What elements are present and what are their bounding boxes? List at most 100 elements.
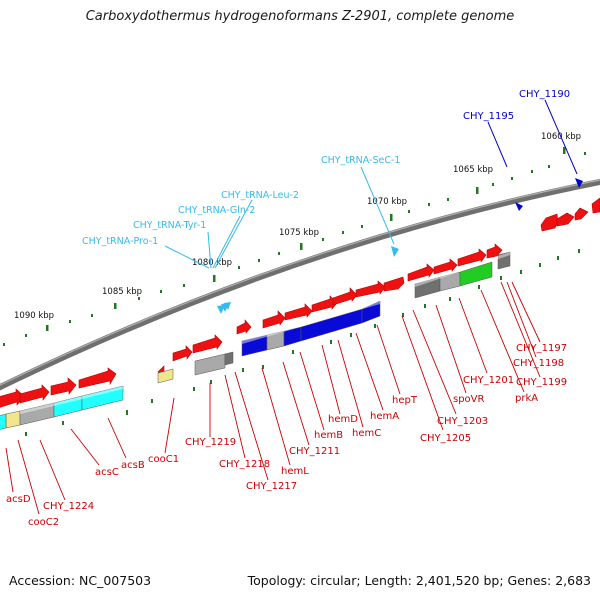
ruler-tick [46, 325, 49, 331]
gene-arrow [540, 213, 559, 232]
gene-arrow [433, 258, 458, 275]
ruler-dot [548, 165, 550, 168]
gene-label: CHY_1198 [513, 358, 564, 369]
gene-box-chy1197 [497, 251, 511, 270]
leader-spovr [435, 304, 467, 394]
gene-label: hemA [370, 411, 399, 422]
gene-label: hepT [392, 395, 418, 406]
gene-label: hemB [314, 430, 343, 441]
gene-highlight [20, 403, 54, 414]
ruler-dot [428, 203, 430, 206]
ruler-dot [160, 290, 162, 293]
gene-arrow [78, 367, 117, 389]
ruler-dot [91, 314, 93, 317]
inner-tick [210, 380, 212, 384]
gene-arrow [262, 310, 286, 329]
blue-marker [575, 178, 583, 188]
trna-label: CHY_tRNA-SeC-1 [321, 155, 400, 166]
leader-chy1199 [500, 281, 541, 378]
gene-label: CHY_1199 [516, 377, 567, 388]
gene-arrow [407, 263, 435, 282]
inner-tick [578, 249, 580, 253]
trna-marker-cluster [217, 302, 231, 314]
gene-label: hemL [281, 466, 309, 477]
gene-arrow [383, 276, 405, 292]
gene-box-prkA [459, 261, 493, 287]
gene-box-chy1219 [194, 353, 226, 376]
gene-box-hemC [361, 300, 381, 324]
ruler-dot [138, 297, 140, 300]
ruler-tick [114, 303, 117, 309]
ruler-dot [238, 266, 240, 269]
ruler-dot [278, 252, 280, 255]
leader-hemA [355, 332, 384, 411]
inner-tick [242, 368, 244, 372]
gene-label: CHY_1217 [246, 481, 297, 492]
leader-hemB [299, 351, 325, 431]
gene-label: hemC [352, 428, 381, 439]
leader-cooC2 [17, 439, 40, 515]
ruler-tick [390, 214, 393, 221]
inner-tick [25, 432, 27, 436]
gene-arrow [355, 280, 386, 298]
ruler-tick [563, 147, 566, 154]
ruler-dot [69, 320, 71, 323]
ruler-dot [447, 198, 449, 201]
inner-tick [374, 324, 376, 328]
gene-label: CHY_1211 [289, 446, 340, 457]
leader-chy1201 [458, 297, 488, 374]
inner-tick [557, 256, 559, 260]
gene-box-cooC1 [157, 368, 174, 384]
inner-tick [292, 350, 294, 354]
genome-backbone-highlight [0, 179, 600, 386]
trna-leader [360, 166, 395, 245]
inner-tick [62, 421, 64, 425]
leader-acsB [107, 417, 127, 459]
gene-label: CHY_1197 [516, 343, 567, 354]
ruler-dot [342, 231, 344, 234]
gene-highlight [415, 252, 510, 287]
gene-label: CHY_1218 [219, 459, 270, 470]
gene-label-chy1190: CHY_1190 [519, 89, 570, 100]
ruler-tick [213, 275, 216, 282]
gene-label: CHY_1219 [185, 437, 236, 448]
inner-tick [449, 297, 451, 301]
gene-label: hemD [328, 414, 358, 425]
leader-hept [376, 324, 401, 395]
gene-box-acsB [81, 385, 124, 411]
gene-arrow [332, 287, 358, 306]
gene-highlight [242, 301, 380, 344]
inner-tick [262, 365, 264, 369]
gene-label-chy1195: CHY_1195 [463, 111, 514, 122]
gene-box [224, 351, 234, 366]
ruler-label: 1080 kbp [192, 258, 232, 268]
leader-chy1198 [506, 281, 537, 358]
inner-tick-track [25, 249, 580, 436]
ruler-label: 1090 kbp [14, 311, 54, 321]
inner-tick [424, 304, 426, 308]
leader-chy1224 [39, 439, 66, 501]
accession-text: Accession: NC_007503 [9, 573, 152, 588]
ruler-dot [183, 284, 185, 287]
gene-label: acsC [95, 467, 119, 478]
gene-arrow [50, 377, 77, 396]
blue-marker [515, 202, 523, 211]
trna-callouts [164, 166, 395, 269]
gene-label: cooC1 [148, 454, 179, 465]
inner-tick [151, 399, 153, 403]
gene-label: cooC2 [28, 517, 59, 528]
gene-arrow [236, 319, 252, 335]
gene-box-acsD [5, 410, 21, 429]
ruler-label: 1075 kbp [279, 228, 319, 238]
leader-chy1203 [412, 309, 457, 415]
leader-chy1197 [511, 281, 541, 343]
gene-arrow [284, 303, 313, 321]
leader-cooC1 [164, 397, 175, 454]
gene-leaders [5, 281, 541, 515]
gene-label: CHY_1203 [437, 416, 488, 427]
leader-chy1205 [401, 315, 444, 431]
inner-tick [539, 263, 541, 267]
gene-label: CHY_1224 [43, 501, 94, 512]
inner-tick [350, 333, 352, 337]
gene-arrow [19, 384, 50, 404]
